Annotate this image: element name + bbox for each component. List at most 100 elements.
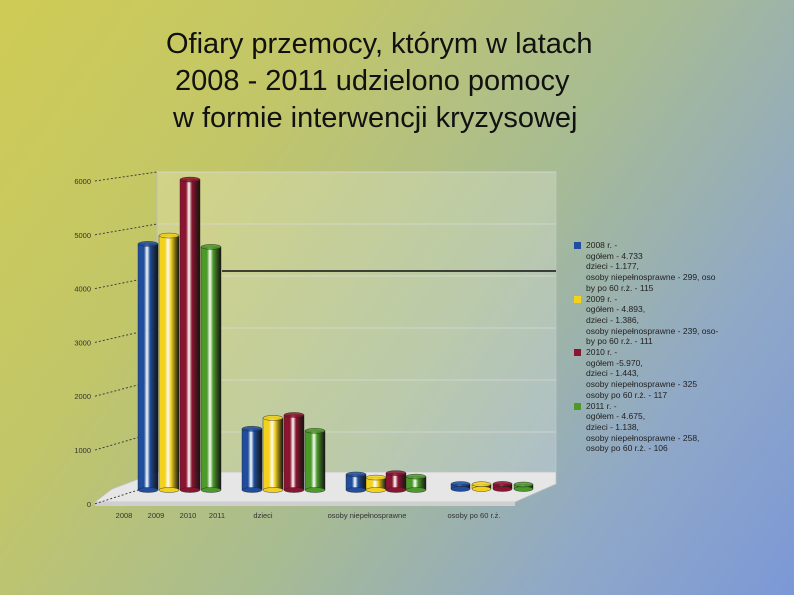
bar-cap: [158, 232, 180, 239]
bar-2009-3: [471, 481, 492, 492]
title-line-2: 2008 - 2011 udzielono pomocy: [175, 65, 570, 97]
bar-bottom: [283, 487, 305, 493]
bar-2011-3: [513, 481, 534, 492]
axis-tick-connector: [94, 171, 158, 182]
bar-bottom: [262, 487, 284, 493]
y-tick-label: 4000: [74, 285, 91, 294]
title-line-3: w formie interwencji kryzysowej: [173, 102, 578, 134]
bar-body: [304, 430, 326, 491]
bar-cap: [471, 481, 492, 487]
bar-body: [179, 179, 201, 491]
bar-2011-0: [200, 244, 222, 493]
bar-2011-1: [304, 428, 326, 493]
bar-body: [262, 417, 284, 491]
legend-item-2008: 2008 r. - ogółem - 4.733 dzieci - 1.177, os…: [574, 240, 724, 294]
legend-line: osoby niepełnosprawne - 299, oso: [586, 272, 716, 283]
bar-2010-3: [492, 481, 513, 492]
bar-bottom: [137, 487, 159, 493]
bar-cap: [450, 481, 471, 487]
bar-cap: [365, 474, 387, 481]
bar-2010-0: [179, 176, 201, 493]
chart-bars: [137, 176, 534, 493]
legend-line: dzieci - 1.443,: [586, 368, 639, 379]
plot-wall: [156, 171, 557, 473]
bar-cap: [200, 244, 222, 250]
legend-line: by po 60 r.ż. - 115: [586, 282, 654, 293]
bar-body: [283, 414, 305, 491]
x-tick-label: 2009: [148, 511, 165, 520]
bar-bottom: [345, 487, 367, 493]
legend-swatch: [574, 349, 581, 357]
bar-bottom: [450, 486, 471, 492]
legend-line: dzieci - 1.177,: [586, 261, 639, 272]
y-tick-label: 5000: [74, 231, 91, 240]
bar-2008-2: [345, 471, 367, 493]
bar-cap: [179, 176, 201, 183]
axis-tick-connector: [94, 223, 158, 236]
legend-line: osoby po 60 r.ż. - 117: [586, 389, 668, 400]
bar-bottom: [200, 487, 222, 493]
slide-title: Ofiary przemocy, którym w latach 2008 - …: [120, 26, 680, 137]
legend-line: by po 60 r.ż. - 111: [586, 336, 653, 347]
bar-cap: [241, 426, 263, 432]
y-tick-label: 0: [87, 500, 91, 509]
bar-cap: [405, 473, 427, 480]
bar-bottom: [513, 486, 534, 492]
legend-line: dzieci - 1.386,: [586, 314, 639, 325]
bar-bottom: [241, 487, 263, 493]
bar-2011-2: [405, 473, 427, 493]
legend-line: 2008 r. -: [586, 240, 618, 250]
bar-bottom: [179, 487, 201, 493]
bar-2010-2: [385, 470, 407, 493]
chart-grid: [156, 171, 557, 485]
legend-line: ogółem - 4.733: [586, 250, 643, 261]
x-tick-label: osoby po 60 r.ż.: [448, 511, 501, 520]
y-tick-label: 6000: [74, 177, 91, 186]
legend-item-2010: 2010 r. - ogółem -5.970, dzieci - 1.443, os…: [574, 347, 724, 401]
y-tick-label: 2000: [74, 392, 91, 401]
bar-cap: [385, 470, 407, 476]
x-tick-label: 2011: [209, 511, 225, 520]
bar-cap: [262, 415, 284, 421]
bar-body: [137, 243, 159, 491]
bar-2008-3: [450, 481, 471, 492]
legend-line: osoby niepełnosprawne - 239, oso-: [586, 325, 719, 336]
bar-bottom: [471, 486, 492, 492]
legend-swatch: [574, 402, 581, 410]
x-axis-labels: 2008 2009 2010 2011 dzieci osoby niepełnospra…: [116, 511, 501, 520]
bar-2008-1: [241, 426, 263, 493]
legend-line: 2010 r. -: [586, 347, 618, 358]
legend-swatch: [574, 295, 581, 303]
legend-item-2011: 2011 r. - ogółem - 4.675, dzieci - 1.138, o…: [574, 401, 724, 455]
chart-legend: 2008 r. - ogółem - 4.733 dzieci - 1.177, os…: [574, 240, 724, 454]
chart-floor-edge: [95, 502, 515, 506]
y-tick-label: 1000: [74, 446, 91, 455]
legend-line: ogółem -5.970,: [586, 357, 643, 368]
x-tick-label: dzieci: [253, 511, 273, 520]
bar-body: [200, 246, 222, 491]
title-line-1: Ofiary przemocy, którym w latach: [166, 28, 593, 60]
legend-line: 2011 r. -: [586, 400, 617, 411]
bar-bottom: [492, 486, 513, 492]
legend-line: ogółem - 4.893,: [586, 304, 646, 315]
bar-cap: [513, 481, 534, 488]
legend-line: ogółem - 4.675,: [586, 411, 646, 422]
legend-line: osoby niepełnosprawne - 325: [586, 379, 698, 390]
axis-tick-connector: [94, 483, 158, 505]
legend-line: osoby po 60 r.ż. - 106: [586, 443, 668, 454]
bar-bottom: [385, 487, 407, 493]
bar-2008-0: [137, 241, 159, 493]
legend-item-2009: 2009 r. - ogółem - 4.893, dzieci - 1.386, o…: [574, 294, 724, 348]
bar-cap: [283, 412, 305, 418]
x-tick-label: 2010: [180, 511, 197, 520]
legend-line: osoby niepełnosprawne - 258,: [586, 432, 700, 443]
bar-cap: [304, 428, 326, 434]
y-tick-label: 3000: [74, 338, 91, 347]
bar-2010-1: [283, 412, 305, 493]
bar-cap: [137, 241, 159, 247]
bar-body: [158, 235, 180, 491]
bar-body: [241, 428, 263, 491]
legend-swatch: [574, 242, 581, 249]
bar-bottom: [405, 487, 427, 493]
